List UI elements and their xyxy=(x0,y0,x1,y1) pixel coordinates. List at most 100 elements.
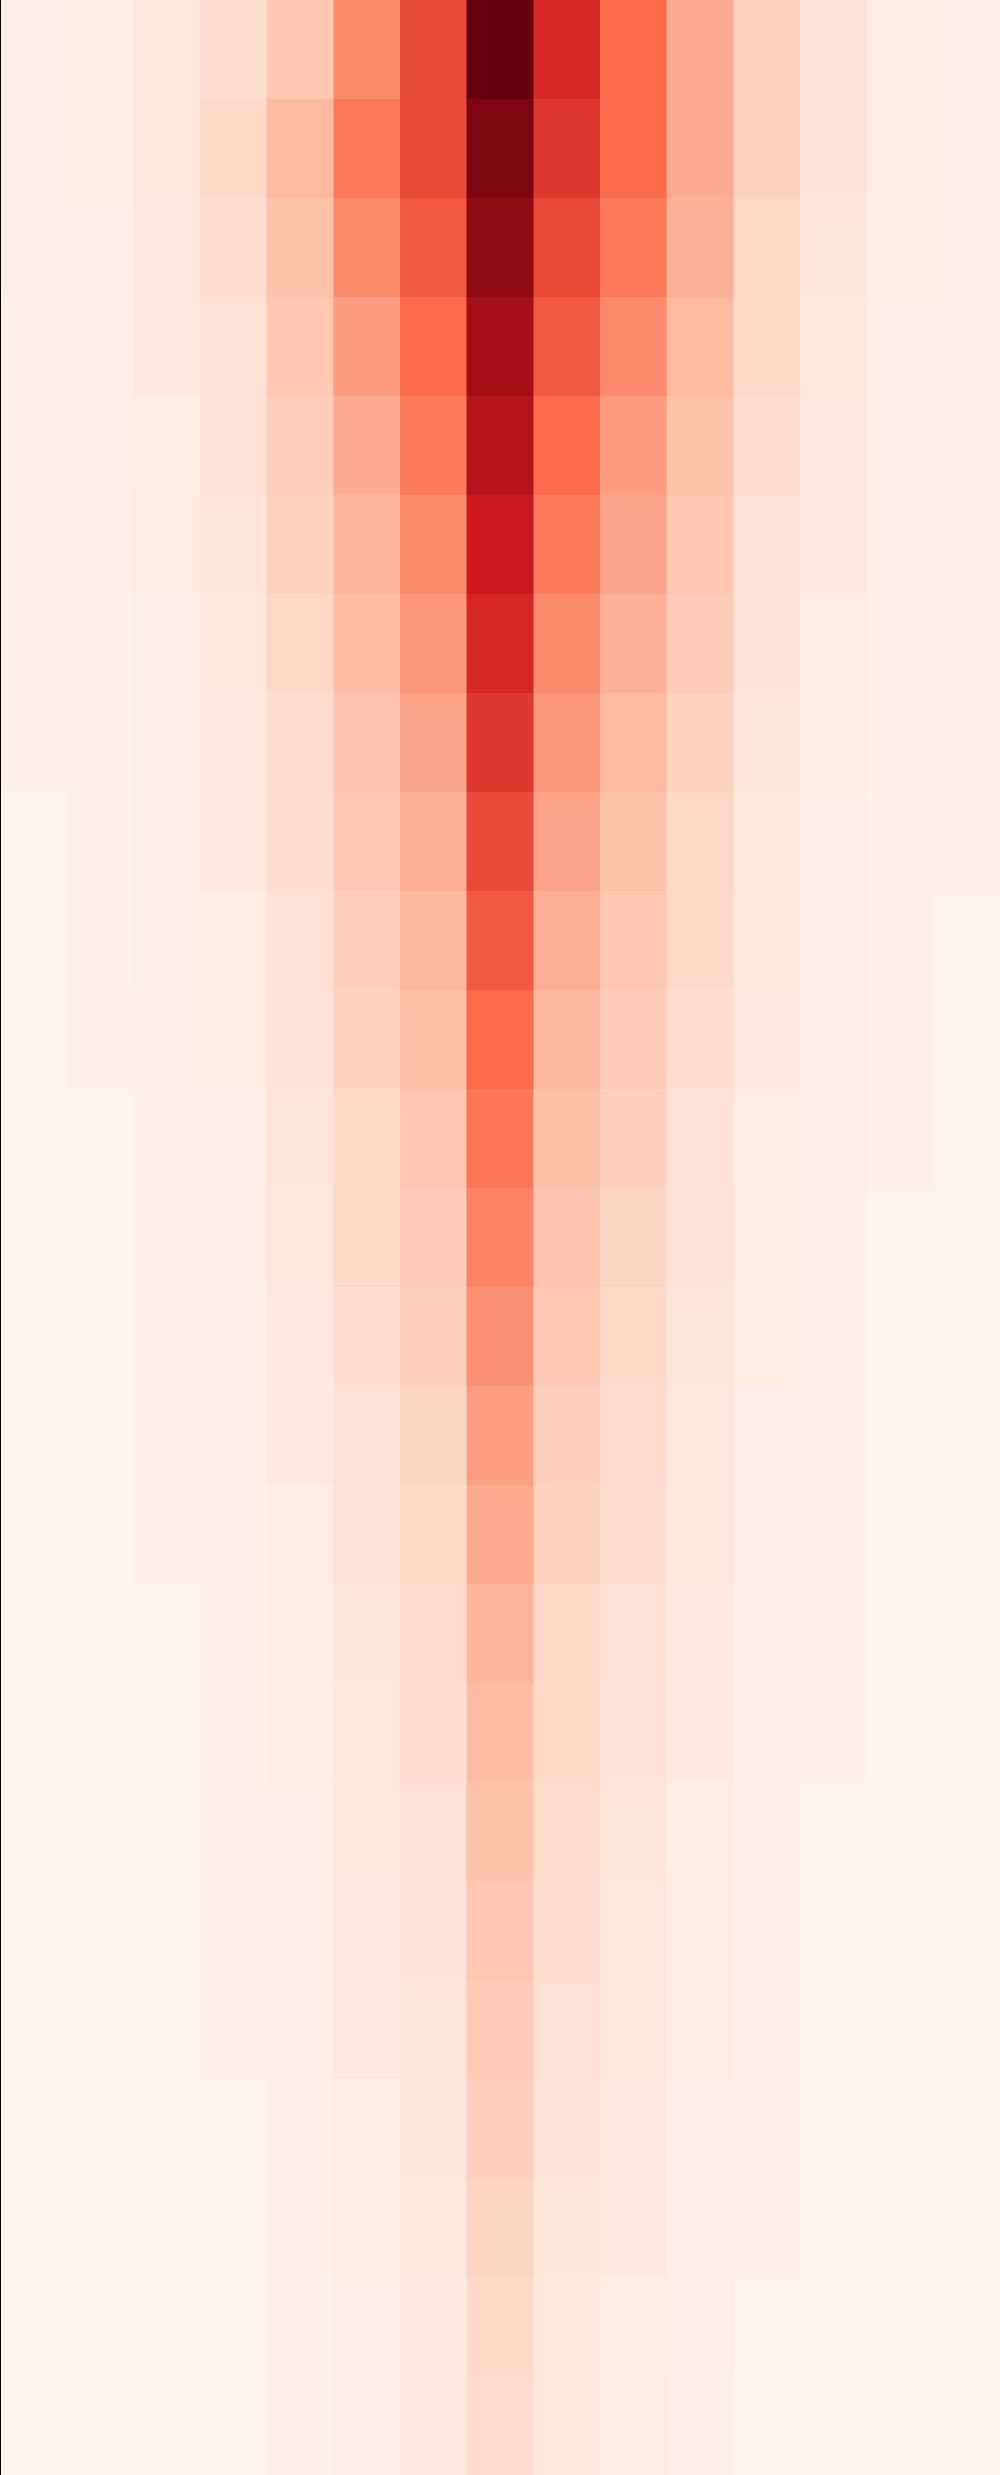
heatmap-cell xyxy=(0,1683,68,1783)
heatmap-cell xyxy=(0,1881,68,1981)
heatmap-cell xyxy=(933,0,1000,100)
heatmap-cell xyxy=(200,2277,268,2377)
heatmap-cell xyxy=(466,1287,534,1387)
heatmap-cell xyxy=(133,2376,201,2475)
heatmap-cell xyxy=(800,495,868,595)
heatmap-cell xyxy=(866,1980,934,2080)
heatmap-cell xyxy=(0,891,68,991)
heatmap-cell xyxy=(133,99,201,199)
heatmap-cell xyxy=(533,2178,601,2278)
heatmap-cell xyxy=(666,2277,734,2377)
heatmap-cell xyxy=(200,0,268,100)
heatmap-cell xyxy=(933,1980,1000,2080)
heatmap-cell xyxy=(133,495,201,595)
heatmap-cell xyxy=(666,396,734,496)
heatmap-cell xyxy=(600,2079,668,2179)
heatmap-cell xyxy=(800,2376,868,2475)
heatmap-cell xyxy=(600,1485,668,1585)
heatmap-cell xyxy=(533,1089,601,1189)
heatmap-cell xyxy=(133,1188,201,1288)
heatmap-cell xyxy=(866,990,934,1090)
heatmap-cell xyxy=(200,495,268,595)
heatmap-cell xyxy=(533,198,601,298)
heatmap-cell xyxy=(600,1089,668,1189)
heatmap-cell xyxy=(400,495,468,595)
heatmap-cell xyxy=(800,1287,868,1387)
heatmap-cell xyxy=(866,594,934,694)
heatmap-cell xyxy=(533,693,601,793)
heatmap-cell xyxy=(66,1386,134,1486)
heatmap-cell xyxy=(266,396,334,496)
heatmap-cell xyxy=(866,693,934,793)
heatmap-cell xyxy=(800,1485,868,1585)
heatmap-cell xyxy=(333,396,401,496)
heatmap-cell xyxy=(666,1485,734,1585)
heatmap-cell xyxy=(66,2079,134,2179)
heatmap-cell xyxy=(866,2178,934,2278)
heatmap-cell xyxy=(333,990,401,1090)
heatmap-cell xyxy=(933,2178,1000,2278)
heatmap-cell xyxy=(466,1881,534,1981)
heatmap-cell xyxy=(600,1287,668,1387)
heatmap-cell xyxy=(800,594,868,694)
heatmap-cell xyxy=(666,1980,734,2080)
heatmap-cell xyxy=(666,2079,734,2179)
heatmap-cell xyxy=(333,1584,401,1684)
heatmap-cell xyxy=(0,693,68,793)
heatmap-cell xyxy=(133,2178,201,2278)
heatmap-cell xyxy=(466,1683,534,1783)
heatmap-cell xyxy=(733,198,801,298)
heatmap-cell xyxy=(200,2079,268,2179)
heatmap-cell xyxy=(200,1188,268,1288)
heatmap-cell xyxy=(266,495,334,595)
heatmap-cell xyxy=(66,792,134,892)
heatmap-cell xyxy=(933,2277,1000,2377)
heatmap-cell xyxy=(66,297,134,397)
heatmap-cell xyxy=(800,1683,868,1783)
heatmap-cell xyxy=(466,495,534,595)
heatmap-cell xyxy=(933,1287,1000,1387)
heatmap-cell xyxy=(533,2277,601,2377)
heatmap-cell xyxy=(400,990,468,1090)
heatmap-cell xyxy=(200,693,268,793)
heatmap-cell xyxy=(933,990,1000,1090)
heatmap-cell xyxy=(466,1386,534,1486)
heatmap-cell xyxy=(600,1386,668,1486)
heatmap-cell xyxy=(800,99,868,199)
heatmap-cell xyxy=(333,2178,401,2278)
heatmap-cell xyxy=(66,495,134,595)
heatmap-cell xyxy=(200,891,268,991)
heatmap-cell xyxy=(933,1782,1000,1882)
heatmap-cell xyxy=(333,1089,401,1189)
heatmap-cell xyxy=(866,1584,934,1684)
heatmap-cell xyxy=(400,1485,468,1585)
heatmap-cell xyxy=(66,198,134,298)
heatmap-cell xyxy=(733,1980,801,2080)
heatmap-cell xyxy=(400,297,468,397)
heatmap-cell xyxy=(866,1287,934,1387)
heatmap-cell xyxy=(266,2079,334,2179)
heatmap-cell xyxy=(933,297,1000,397)
heatmap-cell xyxy=(733,891,801,991)
heatmap-cell xyxy=(666,594,734,694)
heatmap-cell xyxy=(466,2376,534,2475)
heatmap-cell xyxy=(533,1782,601,1882)
heatmap-cell xyxy=(66,1188,134,1288)
heatmap-cell xyxy=(933,1188,1000,1288)
heatmap-cell xyxy=(66,2178,134,2278)
heatmap-cell xyxy=(266,1188,334,1288)
heatmap-cell xyxy=(400,1881,468,1981)
heatmap-cell xyxy=(866,1782,934,1882)
heatmap-cell xyxy=(266,2178,334,2278)
heatmap-cell xyxy=(600,2178,668,2278)
heatmap-cell xyxy=(933,891,1000,991)
heatmap-cell xyxy=(600,1683,668,1783)
heatmap-cell xyxy=(66,693,134,793)
heatmap-cell xyxy=(666,1089,734,1189)
heatmap-cell xyxy=(600,1782,668,1882)
heatmap-cell xyxy=(200,396,268,496)
heatmap-cell xyxy=(66,1782,134,1882)
heatmap-cell xyxy=(866,1485,934,1585)
heatmap-cell xyxy=(266,1089,334,1189)
